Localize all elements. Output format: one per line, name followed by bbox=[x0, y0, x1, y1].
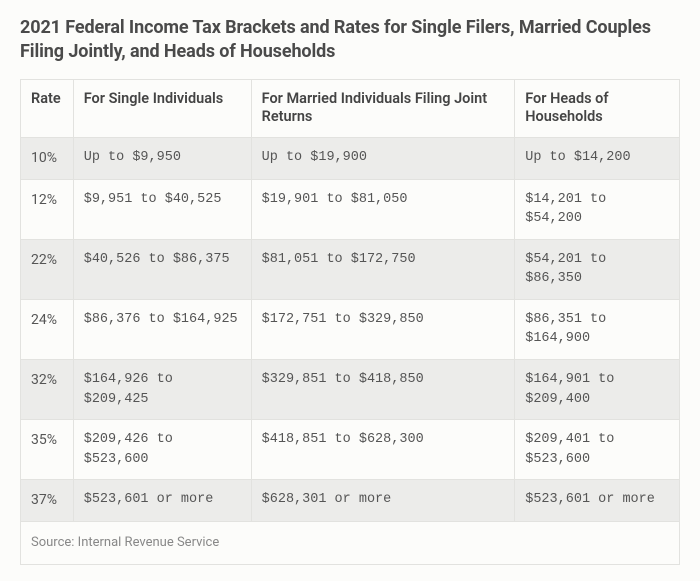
source-cell: Source: Internal Revenue Service bbox=[21, 521, 680, 565]
cell-hoh: Up to $14,200 bbox=[515, 138, 680, 179]
cell-married: $81,051 to $172,750 bbox=[251, 239, 515, 299]
cell-hoh: $164,901 to $209,400 bbox=[515, 359, 680, 419]
col-header-hoh: For Heads of Households bbox=[515, 79, 680, 138]
col-header-rate: Rate bbox=[21, 79, 74, 138]
cell-hoh: $523,601 or more bbox=[515, 480, 680, 521]
cell-single: $40,526 to $86,375 bbox=[73, 239, 251, 299]
cell-hoh: $86,351 to $164,900 bbox=[515, 299, 680, 359]
table-row: 37% $523,601 or more $628,301 or more $5… bbox=[21, 480, 680, 521]
cell-single: $209,426 to $523,600 bbox=[73, 420, 251, 480]
table-row: 12% $9,951 to $40,525 $19,901 to $81,050… bbox=[21, 179, 680, 239]
cell-rate: 10% bbox=[21, 138, 74, 179]
table-row: 22% $40,526 to $86,375 $81,051 to $172,7… bbox=[21, 239, 680, 299]
tax-bracket-table: Rate For Single Individuals For Married … bbox=[20, 79, 680, 566]
cell-married: $628,301 or more bbox=[251, 480, 515, 521]
cell-rate: 12% bbox=[21, 179, 74, 239]
cell-single: $164,926 to $209,425 bbox=[73, 359, 251, 419]
cell-hoh: $14,201 to $54,200 bbox=[515, 179, 680, 239]
cell-rate: 37% bbox=[21, 480, 74, 521]
table-header-row: Rate For Single Individuals For Married … bbox=[21, 79, 680, 138]
col-header-single: For Single Individuals bbox=[73, 79, 251, 138]
cell-married: $19,901 to $81,050 bbox=[251, 179, 515, 239]
cell-married: $418,851 to $628,300 bbox=[251, 420, 515, 480]
cell-rate: 22% bbox=[21, 239, 74, 299]
cell-rate: 24% bbox=[21, 299, 74, 359]
cell-hoh: $209,401 to $523,600 bbox=[515, 420, 680, 480]
cell-married: $329,851 to $418,850 bbox=[251, 359, 515, 419]
cell-married: Up to $19,900 bbox=[251, 138, 515, 179]
cell-single: $86,376 to $164,925 bbox=[73, 299, 251, 359]
cell-hoh: $54,201 to $86,350 bbox=[515, 239, 680, 299]
cell-rate: 35% bbox=[21, 420, 74, 480]
cell-single: $9,951 to $40,525 bbox=[73, 179, 251, 239]
table-row: 35% $209,426 to $523,600 $418,851 to $62… bbox=[21, 420, 680, 480]
cell-married: $172,751 to $329,850 bbox=[251, 299, 515, 359]
table-row: 24% $86,376 to $164,925 $172,751 to $329… bbox=[21, 299, 680, 359]
table-row: 10% Up to $9,950 Up to $19,900 Up to $14… bbox=[21, 138, 680, 179]
table-footer-row: Source: Internal Revenue Service bbox=[21, 521, 680, 565]
table-row: 32% $164,926 to $209,425 $329,851 to $41… bbox=[21, 359, 680, 419]
cell-single: Up to $9,950 bbox=[73, 138, 251, 179]
cell-rate: 32% bbox=[21, 359, 74, 419]
cell-single: $523,601 or more bbox=[73, 480, 251, 521]
page-title: 2021 Federal Income Tax Brackets and Rat… bbox=[20, 16, 680, 65]
col-header-married: For Married Individuals Filing Joint Ret… bbox=[251, 79, 515, 138]
